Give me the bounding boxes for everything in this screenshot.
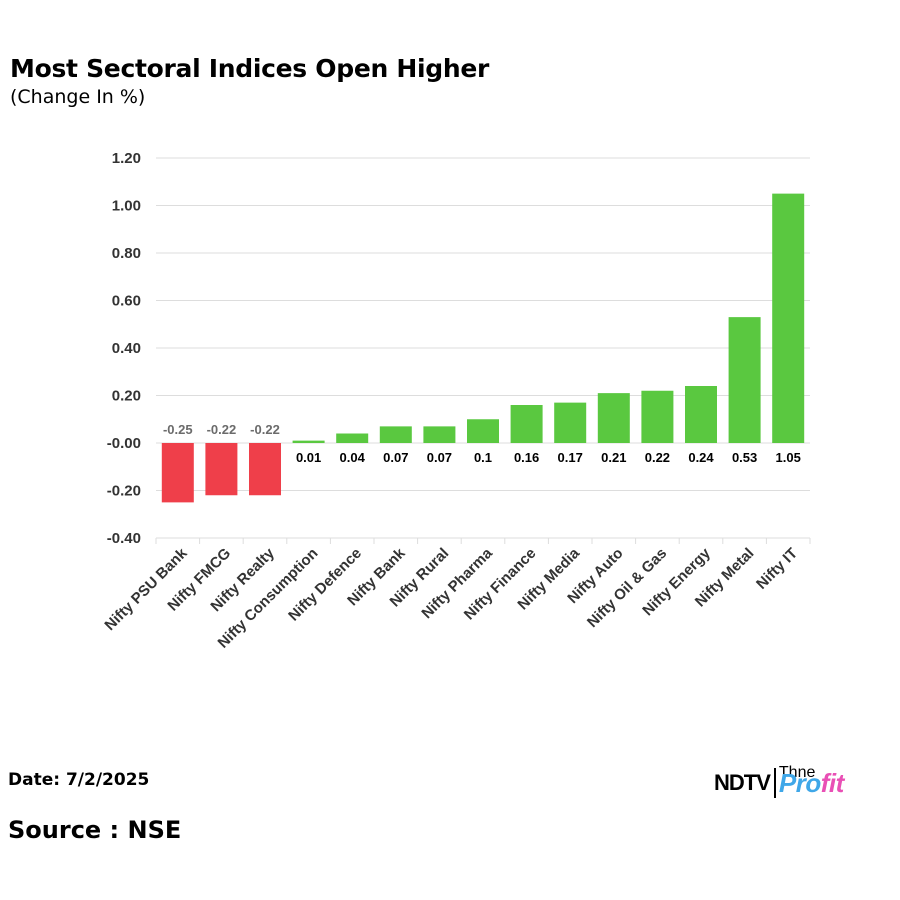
logo-profit: Thne Profit xyxy=(778,764,845,799)
data-label: 0.04 xyxy=(340,450,366,465)
y-tick-label: -0.40 xyxy=(107,530,141,547)
y-tick-label: 0.40 xyxy=(112,340,141,357)
data-label: -0.22 xyxy=(250,422,280,437)
bar xyxy=(205,443,238,496)
data-label: 0.1 xyxy=(474,450,492,465)
data-label: 0.07 xyxy=(427,450,452,465)
x-category-label: Nifty IT xyxy=(753,545,801,593)
logo-profit-blue: Pro xyxy=(778,767,821,798)
logo-ndtv-text: NDTV xyxy=(714,770,771,795)
data-label: -0.22 xyxy=(207,422,237,437)
bar xyxy=(685,386,717,443)
logo-profit-pink: fit xyxy=(820,767,845,798)
logo-tagline: Thne xyxy=(778,763,816,781)
data-label: 0.22 xyxy=(645,450,670,465)
bar xyxy=(510,405,543,443)
data-label: 0.24 xyxy=(688,450,714,465)
bar-chart: 1.20 1.00 0.80 0.60 0.40 0.20 -0.00 -0.20 -0.40 -… xyxy=(101,150,811,652)
chart-subtitle: (Change In %) xyxy=(10,86,146,108)
y-tick-label: -0.00 xyxy=(107,435,141,452)
data-label: 0.17 xyxy=(558,450,583,465)
y-tick-label: -0.20 xyxy=(107,483,141,500)
bar xyxy=(336,433,369,443)
y-tick-label: 0.80 xyxy=(112,245,141,262)
bar xyxy=(379,426,412,443)
y-tick-label: 1.20 xyxy=(112,150,141,167)
bar xyxy=(467,419,499,443)
data-label: 1.05 xyxy=(776,450,801,465)
chart-title: Most Sectoral Indices Open Higher xyxy=(10,54,490,83)
logo-divider xyxy=(773,768,776,798)
bar xyxy=(423,426,456,443)
ndtv-profit-logo: NDTV Thne Profit xyxy=(714,764,894,800)
bar xyxy=(554,402,587,443)
date-label: Date: 7/2/2025 xyxy=(8,770,150,790)
data-label: 0.53 xyxy=(732,450,757,465)
bar xyxy=(772,193,805,443)
y-tick-label: 0.60 xyxy=(112,293,141,310)
bar xyxy=(161,443,194,503)
data-label: 0.21 xyxy=(601,450,626,465)
y-tick-label: 0.20 xyxy=(112,388,141,405)
source-label: Source : NSE xyxy=(8,816,182,844)
data-label: 0.16 xyxy=(514,450,539,465)
bar xyxy=(249,443,281,496)
bar xyxy=(641,390,674,443)
bar xyxy=(728,317,761,443)
data-label: 0.07 xyxy=(383,450,408,465)
y-tick-label: 1.00 xyxy=(112,198,141,215)
bar xyxy=(292,440,325,443)
data-label: 0.01 xyxy=(296,450,321,465)
data-label: -0.25 xyxy=(163,422,193,437)
bar xyxy=(597,393,630,443)
